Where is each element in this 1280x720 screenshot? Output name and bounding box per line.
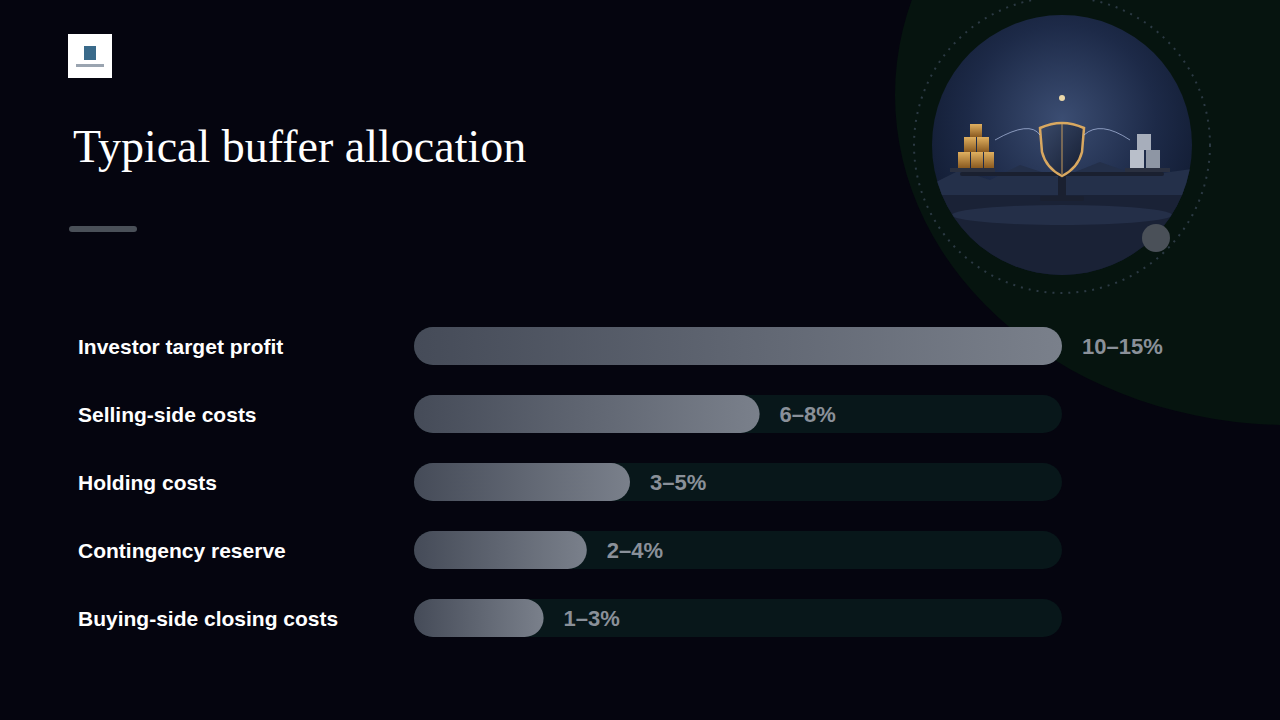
svg-text:Typical buffer allocation: Typical buffer allocation — [73, 121, 526, 172]
svg-text:3–5%: 3–5% — [650, 470, 706, 495]
svg-text:10–15%: 10–15% — [1082, 334, 1163, 359]
svg-text:1–3%: 1–3% — [564, 606, 620, 631]
svg-text:Buying-side closing costs: Buying-side closing costs — [78, 607, 338, 630]
svg-text:Selling-side costs: Selling-side costs — [78, 403, 257, 426]
svg-text:6–8%: 6–8% — [780, 402, 836, 427]
svg-text:Holding costs: Holding costs — [78, 471, 217, 494]
svg-text:Investor target profit: Investor target profit — [78, 335, 283, 358]
svg-text:Contingency reserve: Contingency reserve — [78, 539, 286, 562]
svg-text:2–4%: 2–4% — [607, 538, 663, 563]
